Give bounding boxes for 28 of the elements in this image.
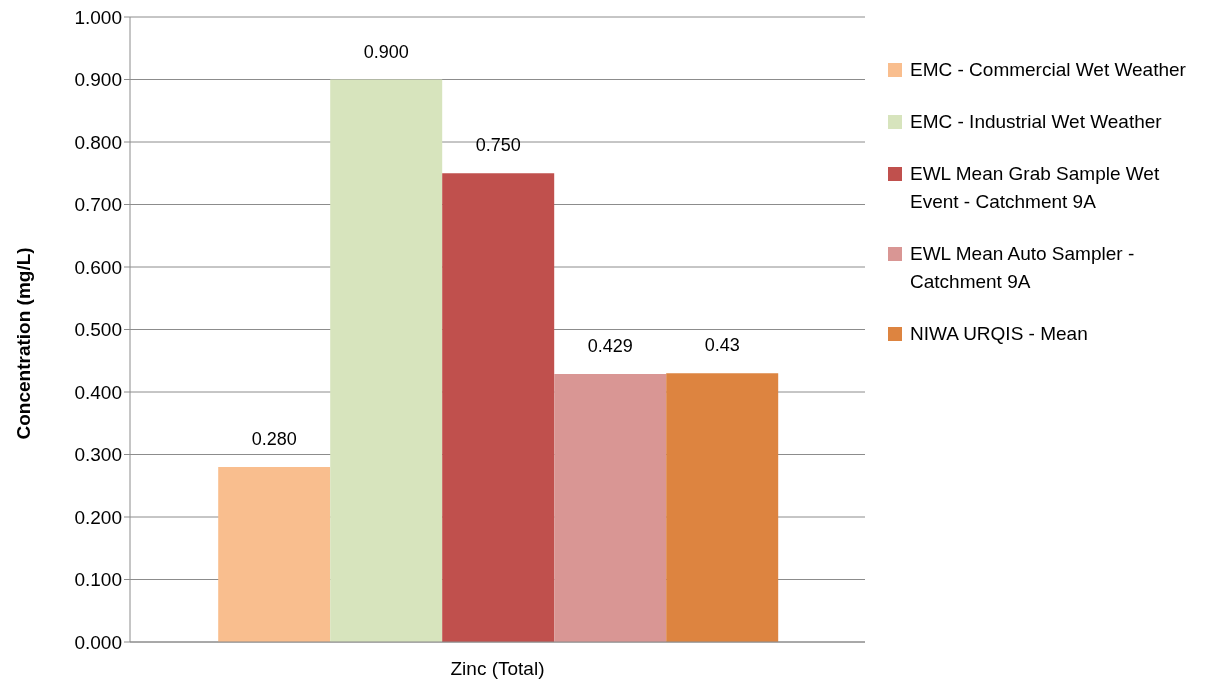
y-tick-label: 0.000 [74,631,122,653]
data-label: 0.750 [475,135,521,156]
y-tick-label: 0.700 [74,194,122,216]
bar [442,173,555,642]
y-tick-label: 0.100 [74,569,122,591]
y-tick-label: 0.900 [74,69,122,91]
y-tick-label: 0.800 [74,131,122,153]
y-tick-label: 0.400 [74,381,122,403]
bar [666,373,779,642]
data-label: 0.43 [704,335,740,356]
bar [218,467,331,642]
y-tick-label: 0.200 [74,506,122,528]
legend-label: EMC - Commercial Wet Weather [910,58,1186,82]
y-axis-title: Concentration (mg/L) [12,247,34,440]
data-label: 0.280 [251,429,297,449]
legend-label: EMC - Industrial Wet Weather [910,110,1162,134]
legend-label: NIWA URQIS - Mean [910,322,1088,346]
y-tick-label: 0.300 [74,444,122,466]
y-tick-label: 0.500 [74,319,122,341]
bar [554,373,667,642]
y-tick-label: 1.000 [74,6,122,28]
legend-label: EWL Mean Grab Sample Wet Event - Catchment 9A [910,162,1161,214]
data-label: 0.429 [587,335,633,356]
bar [330,79,443,642]
x-tick-label: Zinc (Total) [450,658,545,680]
y-tick-label: 0.600 [74,256,122,278]
legend-label: EWL Mean Auto Sampler - Catchment 9A [910,242,1136,294]
data-label: 0.900 [363,41,409,62]
